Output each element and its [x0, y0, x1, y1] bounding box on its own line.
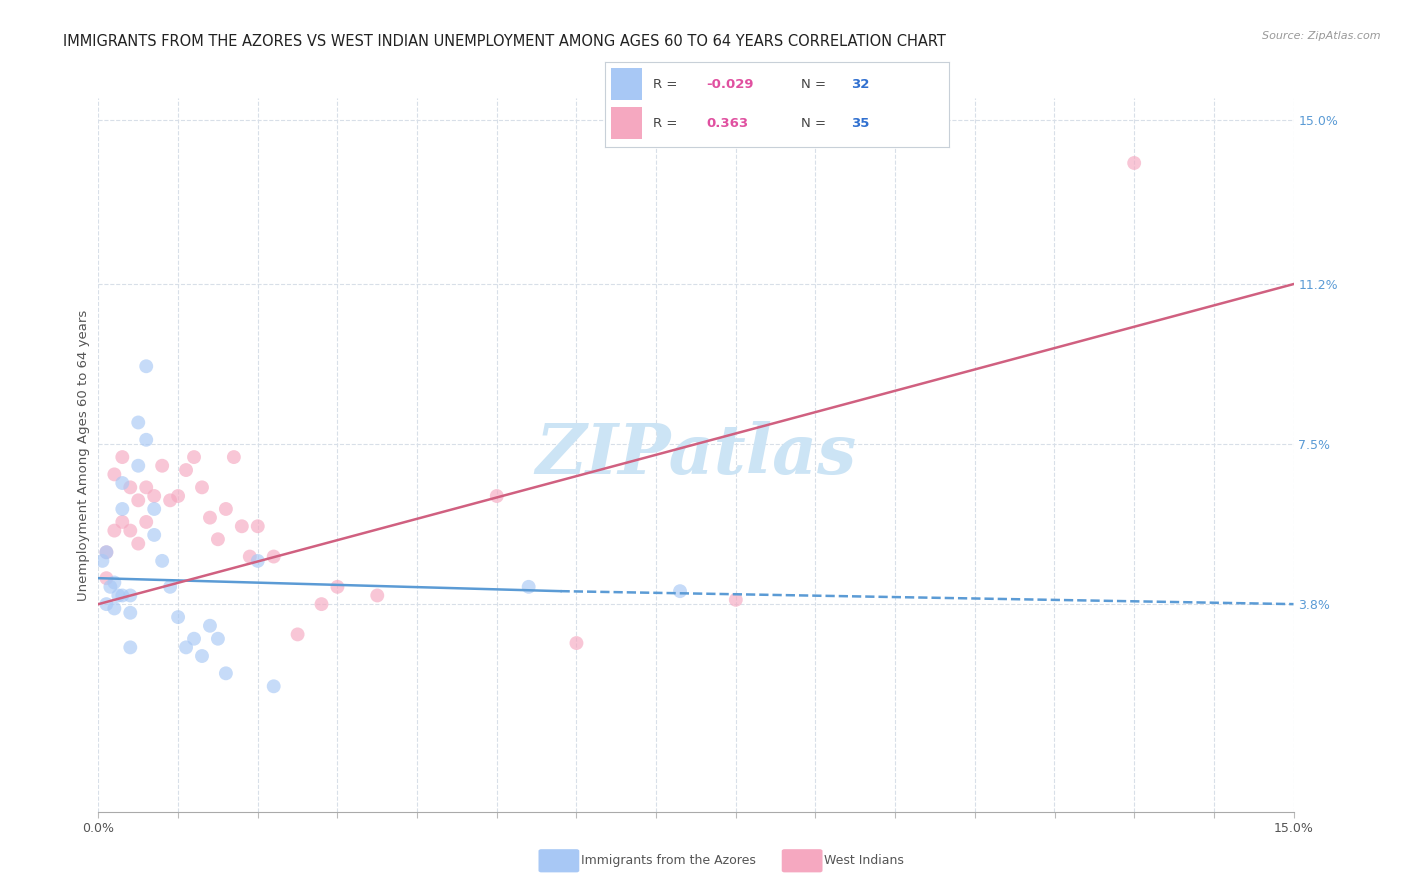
Point: [215, 666, 238, 681]
Point: [191, 648, 214, 663]
Bar: [612, 68, 643, 100]
Point: [96, 545, 118, 559]
Point: [183, 632, 205, 646]
Point: [167, 610, 190, 624]
Point: [198, 619, 221, 633]
Point: [96, 545, 118, 559]
Point: [207, 533, 229, 547]
Point: [111, 515, 134, 529]
Point: [135, 433, 157, 447]
Point: [326, 580, 349, 594]
Point: [100, 580, 122, 594]
Text: R =: R =: [652, 117, 678, 129]
Point: [215, 502, 238, 516]
Text: IMMIGRANTS FROM THE AZORES VS WEST INDIAN UNEMPLOYMENT AMONG AGES 60 TO 64 YEARS: IMMIGRANTS FROM THE AZORES VS WEST INDIA…: [63, 34, 946, 49]
Point: [107, 589, 129, 603]
Point: [183, 450, 205, 464]
Bar: [612, 106, 643, 139]
Point: [150, 554, 173, 568]
Text: 32: 32: [851, 78, 869, 91]
Point: [366, 589, 388, 603]
Point: [111, 476, 134, 491]
Y-axis label: Unemployment Among Ages 60 to 64 years: Unemployment Among Ages 60 to 64 years: [77, 310, 90, 600]
Text: 35: 35: [851, 117, 869, 129]
Point: [111, 450, 134, 464]
Point: [127, 493, 149, 508]
Text: West Indians: West Indians: [824, 855, 904, 867]
Point: [120, 524, 142, 538]
Point: [174, 463, 197, 477]
Point: [263, 549, 285, 564]
Text: Source: ZipAtlas.com: Source: ZipAtlas.com: [1263, 31, 1381, 41]
Point: [103, 467, 125, 482]
Point: [517, 580, 540, 594]
Point: [111, 502, 134, 516]
Point: [120, 640, 142, 655]
Point: [159, 493, 181, 508]
Text: N =: N =: [801, 78, 825, 91]
Point: [135, 515, 157, 529]
Point: [231, 519, 253, 533]
Point: [287, 627, 309, 641]
Point: [565, 636, 588, 650]
Point: [198, 510, 221, 524]
Point: [103, 575, 125, 590]
Text: -0.029: -0.029: [706, 78, 754, 91]
Point: [724, 592, 747, 607]
Point: [127, 458, 149, 473]
Point: [127, 536, 149, 550]
Point: [159, 580, 181, 594]
Point: [311, 597, 333, 611]
Point: [246, 519, 269, 533]
Point: [91, 554, 114, 568]
Point: [135, 359, 157, 374]
Point: [143, 489, 166, 503]
Point: [120, 480, 142, 494]
Point: [174, 640, 197, 655]
Text: N =: N =: [801, 117, 825, 129]
Text: R =: R =: [652, 78, 678, 91]
Point: [246, 554, 269, 568]
Point: [239, 549, 262, 564]
Point: [222, 450, 245, 464]
Text: 0.363: 0.363: [706, 117, 748, 129]
Point: [191, 480, 214, 494]
Point: [207, 632, 229, 646]
Point: [263, 679, 285, 693]
Point: [103, 601, 125, 615]
Point: [669, 584, 692, 599]
Point: [1123, 156, 1146, 170]
Point: [96, 571, 118, 585]
Point: [120, 589, 142, 603]
Point: [167, 489, 190, 503]
Text: Immigrants from the Azores: Immigrants from the Azores: [581, 855, 755, 867]
Text: ZIPatlas: ZIPatlas: [536, 421, 856, 489]
Point: [111, 589, 134, 603]
Point: [103, 524, 125, 538]
Point: [120, 606, 142, 620]
Point: [143, 502, 166, 516]
Point: [485, 489, 508, 503]
Point: [127, 416, 149, 430]
Point: [150, 458, 173, 473]
Point: [96, 597, 118, 611]
Point: [135, 480, 157, 494]
Point: [143, 528, 166, 542]
